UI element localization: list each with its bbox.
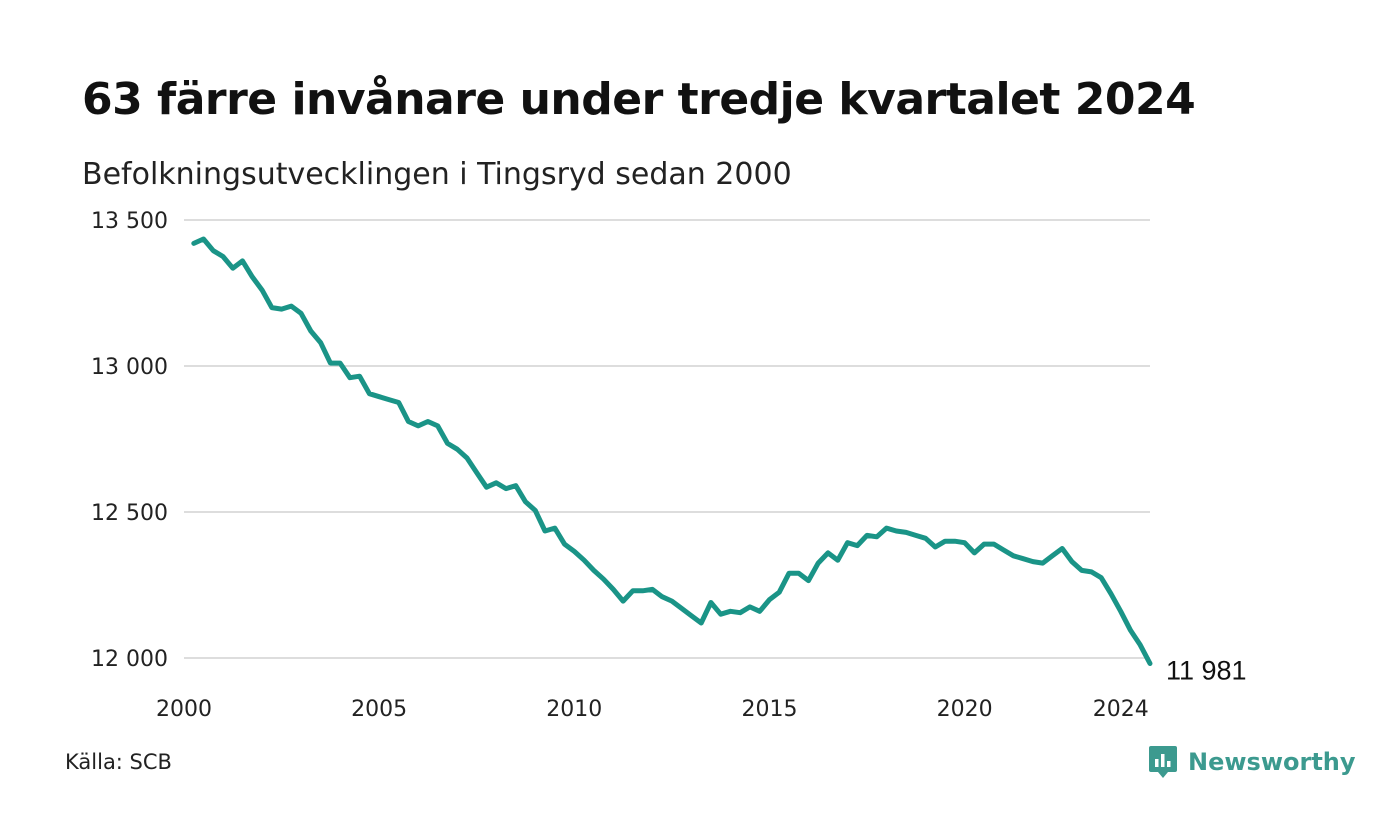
gridlines [184,219,1150,659]
chart-subtitle: Befolkningsutvecklingen i Tingsryd sedan… [82,157,792,192]
y-tick-label: 13 500 [91,209,168,234]
y-axis-ticks: 12 000 12 500 13 000 13 500 [91,209,168,672]
chart-title: 63 färre invånare under tredje kvartalet… [82,74,1196,125]
series-line-tingsryd [191,236,1153,666]
x-tick-label: 2015 [741,697,797,722]
x-tick-label: 2010 [546,697,602,722]
x-tick-label: 2005 [351,697,407,722]
y-tick-label: 13 000 [91,355,168,380]
x-tick-label: 2000 [156,697,212,722]
x-tick-label: 2024 [1093,697,1149,722]
brand-logo[interactable]: Newsworthy [1148,744,1356,780]
brand-name: Newsworthy [1188,748,1356,776]
end-label-layer: 11 981 [1166,656,1247,686]
y-tick-label: 12 500 [91,501,168,526]
source-note: Källa: SCB [65,750,172,774]
x-axis-ticks: 2000 2005 2010 2015 2020 2024 [156,697,1149,722]
newsworthy-logo-icon [1149,746,1177,778]
end-value-label: 11 981 [1166,656,1247,686]
x-tick-label: 2020 [937,697,993,722]
series-layer [191,236,1153,666]
y-tick-label: 12 000 [91,647,168,672]
